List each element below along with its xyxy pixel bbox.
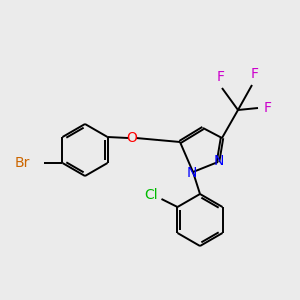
Text: N: N — [187, 166, 197, 180]
Text: F: F — [264, 101, 272, 115]
Text: O: O — [127, 131, 137, 145]
Text: F: F — [251, 67, 259, 81]
Text: F: F — [217, 70, 225, 84]
Text: Cl: Cl — [145, 188, 158, 202]
Text: N: N — [214, 154, 224, 168]
Text: Br: Br — [15, 156, 31, 170]
